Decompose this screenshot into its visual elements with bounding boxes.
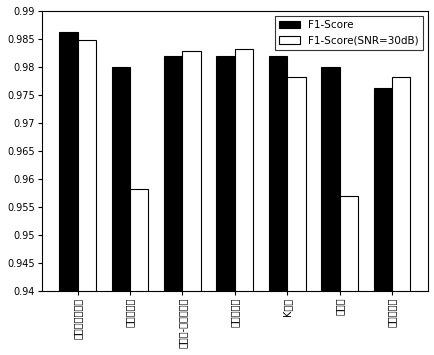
Bar <box>391 77 410 355</box>
Bar <box>216 56 234 355</box>
Bar <box>59 32 77 355</box>
Bar <box>130 189 148 355</box>
Bar <box>77 40 95 355</box>
Bar <box>164 56 182 355</box>
Legend: F1-Score, F1-Score(SNR=30dB): F1-Score, F1-Score(SNR=30dB) <box>274 16 422 50</box>
Bar <box>339 196 357 355</box>
Bar <box>234 49 253 355</box>
Bar <box>268 56 286 355</box>
Bar <box>373 88 391 355</box>
Bar <box>321 67 339 355</box>
Bar <box>112 67 130 355</box>
Bar <box>286 77 305 355</box>
Bar <box>182 51 201 355</box>
